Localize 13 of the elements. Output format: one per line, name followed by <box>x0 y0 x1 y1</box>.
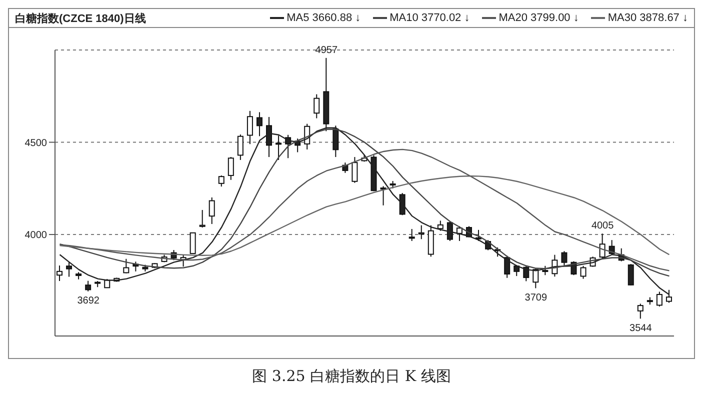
annotation: 4005 <box>591 220 614 232</box>
legend-label: MA10 3770.02 ↓ <box>390 12 470 24</box>
caption: 图 3.25 白糖指数的日 K 线图 <box>251 367 452 386</box>
legend-label: MA30 3878.67 ↓ <box>608 12 688 24</box>
annotation: 3709 <box>524 292 548 304</box>
legend-label: MA5 3660.88 ↓ <box>286 12 361 24</box>
y-tick-label: 4000 <box>24 230 48 242</box>
legend-label: MA20 3799.00 ↓ <box>498 12 579 24</box>
chart-title: 白糖指数(CZCE 1840)日线 <box>15 12 146 26</box>
annotation: 3544 <box>630 322 652 334</box>
annotation: 4957 <box>315 44 338 56</box>
annotation: 3692 <box>77 295 100 306</box>
y-tick-label: 4500 <box>24 138 48 149</box>
